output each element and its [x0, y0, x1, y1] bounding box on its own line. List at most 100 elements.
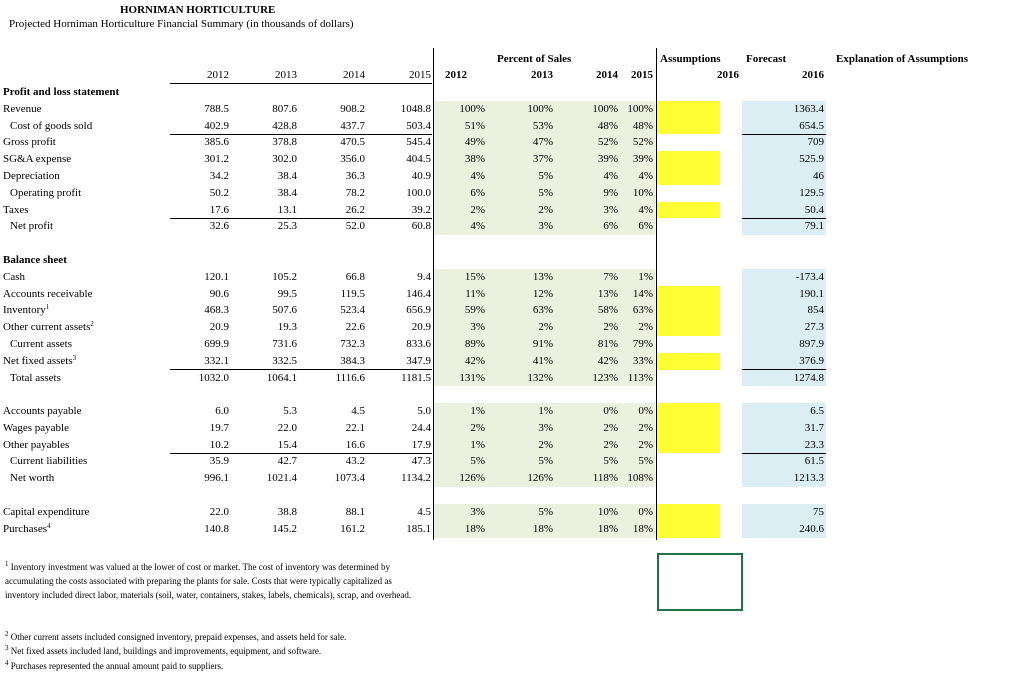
pct-cell: 10%: [632, 186, 653, 199]
assumption-cell: [657, 520, 720, 538]
value-cell: 17.9: [411, 438, 431, 451]
pct-cell: 2%: [638, 321, 653, 334]
pct-cell: 1%: [538, 405, 553, 417]
pct-cell: 59%: [464, 304, 485, 317]
value-cell: 656.9: [406, 304, 431, 317]
pct-cell: 6%: [638, 220, 653, 233]
forecast-cell: 376.9: [799, 354, 824, 367]
pct-cell: 4%: [638, 170, 653, 182]
value-cell: 507.6: [272, 304, 297, 317]
forecast-cell: 1274.8: [793, 371, 824, 384]
forecast-cell: 50.4: [804, 203, 824, 216]
footnote-mark: 3: [5, 644, 9, 652]
row-label: Wages payable: [3, 421, 69, 434]
pct-fill: [434, 504, 655, 538]
value-cell: 32.6: [209, 220, 229, 233]
value-cell: 100.0: [406, 186, 431, 199]
pct-cell: 123%: [592, 371, 618, 384]
pct-cell: 2%: [638, 438, 653, 451]
pct-cell: 47%: [532, 136, 553, 149]
total-rule: [742, 452, 826, 454]
value-cell: 4.5: [417, 506, 431, 518]
row-label: Inventory1: [3, 303, 50, 317]
value-cell: 468.3: [204, 304, 229, 317]
pct-cell: 38%: [464, 153, 485, 166]
value-cell: 43.2: [345, 455, 365, 468]
pct-cell: 2%: [538, 203, 553, 216]
section-title: Profit and loss statement: [3, 86, 120, 98]
forecast-cell: 23.3: [804, 438, 824, 451]
value-cell: 38.4: [277, 170, 297, 182]
pct-cell: 81%: [597, 338, 618, 350]
pct-cell: 18%: [464, 522, 485, 535]
pct-cell: 5%: [538, 170, 553, 182]
value-cell: 105.2: [272, 270, 297, 283]
pct-year-header: 2013: [531, 69, 553, 81]
forecast-fill: [742, 403, 826, 487]
assumption-cell: [657, 403, 720, 420]
value-cell: 5.3: [283, 405, 297, 417]
pct-cell: 5%: [603, 455, 618, 468]
value-cell: 60.8: [411, 220, 431, 233]
value-cell: 788.5: [204, 102, 229, 115]
pct-cell: 100%: [627, 102, 653, 115]
row-label: Taxes: [3, 203, 29, 216]
total-rule: [742, 368, 826, 370]
assumption-cell: [657, 285, 720, 303]
assumption-cell: [657, 151, 720, 168]
pct-cell: 89%: [464, 338, 485, 350]
pct-cell: 9%: [603, 186, 618, 199]
value-cell: 38.4: [277, 186, 297, 199]
divider: [433, 48, 434, 540]
forecast-cell: -173.4: [795, 270, 824, 283]
year-header: 2015: [409, 69, 431, 81]
pct-cell: 14%: [632, 287, 653, 300]
footnote: 2 Other current assets included consigne…: [5, 630, 425, 644]
row-label: Current assets: [10, 338, 73, 350]
section-title: Balance sheet: [3, 254, 67, 266]
value-cell: 120.1: [204, 270, 229, 283]
year-header: 2014: [343, 69, 365, 81]
value-cell: 22.6: [345, 321, 365, 334]
pct-cell: 1%: [470, 438, 485, 451]
value-cell: 26.2: [345, 203, 365, 216]
forecast-cell: 1213.3: [793, 472, 824, 485]
value-cell: 833.6: [406, 338, 431, 350]
pct-cell: 11%: [465, 287, 485, 300]
forecast-cell: 46: [813, 170, 824, 182]
pct-cell: 126%: [459, 472, 485, 485]
selected-cell: [657, 553, 743, 611]
forecast-cell: 897.9: [799, 338, 824, 350]
assumption-cell: [657, 436, 720, 454]
pct-cell: 53%: [532, 119, 553, 132]
pct-cell: 37%: [532, 153, 553, 166]
assumption-cell: [657, 168, 720, 185]
value-cell: 384.3: [340, 354, 365, 367]
forecast-cell: 31.7: [804, 421, 824, 434]
assumption-cell: [657, 302, 720, 320]
value-cell: 22.0: [277, 421, 297, 434]
divider: [656, 48, 657, 540]
pct-cell: 5%: [538, 506, 553, 518]
value-cell: 22.0: [209, 506, 229, 518]
explanation-header: Explanation of Assumptions: [836, 53, 969, 65]
pct-cell: 5%: [470, 455, 485, 468]
row-label: Gross profit: [3, 136, 56, 149]
assumption-cell: [657, 319, 720, 336]
forecast-cell: 1363.4: [793, 102, 824, 115]
row-label: SG&A expense: [3, 153, 72, 166]
value-cell: 36.3: [345, 170, 365, 182]
pct-cell: 126%: [527, 472, 553, 485]
footnote-text: Other current assets included consigned …: [8, 632, 347, 642]
assumptions-header: Assumptions: [660, 53, 721, 65]
value-cell: 1032.0: [198, 371, 229, 384]
forecast-cell: 6.5: [810, 405, 824, 417]
pct-year-header: 2014: [596, 69, 618, 81]
pct-cell: 1%: [638, 270, 653, 283]
footnote-mark: 4: [47, 521, 51, 530]
forecast-cell: 190.1: [799, 287, 824, 300]
pct-cell: 2%: [538, 321, 553, 334]
value-cell: 119.5: [340, 287, 365, 300]
pct-cell: 118%: [592, 472, 618, 485]
value-cell: 470.5: [340, 136, 365, 149]
